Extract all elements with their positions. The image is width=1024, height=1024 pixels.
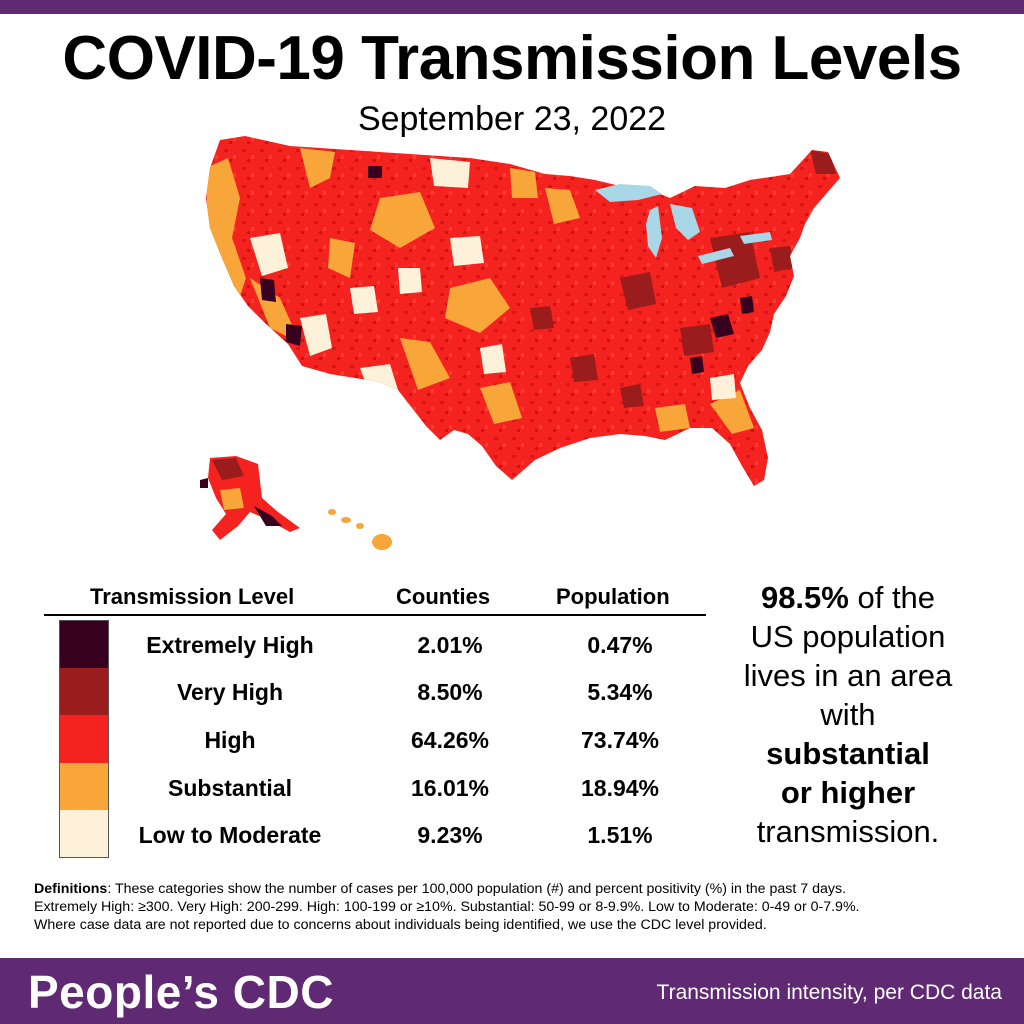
table-row: Low to Moderate 9.23% 1.51% <box>0 812 720 859</box>
page-title: COVID-19 Transmission Levels <box>62 24 962 93</box>
definitions-label: Definitions <box>34 881 108 897</box>
callout-line1: of the <box>848 580 936 615</box>
row-counties: 16.01% <box>410 775 489 801</box>
callout-line7: transmission. <box>756 814 940 849</box>
row-level: Low to Moderate <box>138 822 322 848</box>
callout-line5: substantial <box>766 736 930 771</box>
row-level: Substantial <box>168 775 292 801</box>
header-population: Population <box>556 584 670 609</box>
table-row: Substantial 16.01% 18.94% <box>0 765 720 812</box>
footer-bar: People’s CDC Transmission intensity, per… <box>0 958 1024 1024</box>
swatch-low-to-moderate <box>60 809 108 857</box>
row-level: Extremely High <box>146 632 314 658</box>
row-population: 0.47% <box>587 632 653 658</box>
row-counties: 64.26% <box>410 727 489 753</box>
table-row: Extremely High 2.01% 0.47% <box>0 622 720 669</box>
table-row: Very High 8.50% 5.34% <box>0 669 720 716</box>
legend-swatches <box>59 620 109 858</box>
table-header-rule <box>44 614 706 616</box>
header-transmission-level: Transmission Level <box>90 584 295 609</box>
report-date: September 23, 2022 <box>357 100 667 138</box>
population-callout: 98.5% of the US population lives in an a… <box>712 578 984 851</box>
row-population: 73.74% <box>580 727 659 753</box>
swatch-substantial <box>60 762 108 810</box>
definitions-line3: Where case data are not reported due to … <box>34 917 767 933</box>
footer-tagline: Transmission intensity, per CDC data <box>656 981 1002 1004</box>
row-counties: 9.23% <box>417 822 483 848</box>
table-row: High 64.26% 73.74% <box>0 717 720 764</box>
row-population: 18.94% <box>580 775 659 801</box>
swatch-extremely-high <box>60 621 108 669</box>
row-population: 5.34% <box>587 679 653 705</box>
brand-logo-text: People’s CDC <box>28 966 334 1018</box>
row-counties: 2.01% <box>417 632 483 658</box>
row-level: High <box>204 727 256 753</box>
row-counties: 8.50% <box>417 679 483 705</box>
callout-line4: with <box>820 697 876 732</box>
definitions-line2: Extremely High: ≥300. Very High: 200-299… <box>34 899 860 915</box>
swatch-very-high <box>60 668 108 716</box>
callout-percent: 98.5% <box>760 580 849 615</box>
swatch-high <box>60 715 108 763</box>
row-level: Very High <box>176 679 284 705</box>
callout-line6: or higher <box>780 775 916 810</box>
top-bar <box>0 0 1024 14</box>
definitions: Definitions: These categories show the n… <box>34 880 994 934</box>
header-counties: Counties <box>396 584 491 609</box>
callout-line3: lives in an area <box>743 658 953 693</box>
row-population: 1.51% <box>587 822 653 848</box>
callout-line2: US population <box>750 619 946 654</box>
us-transmission-map <box>200 136 840 550</box>
definitions-line1: : These categories show the number of ca… <box>107 881 847 897</box>
